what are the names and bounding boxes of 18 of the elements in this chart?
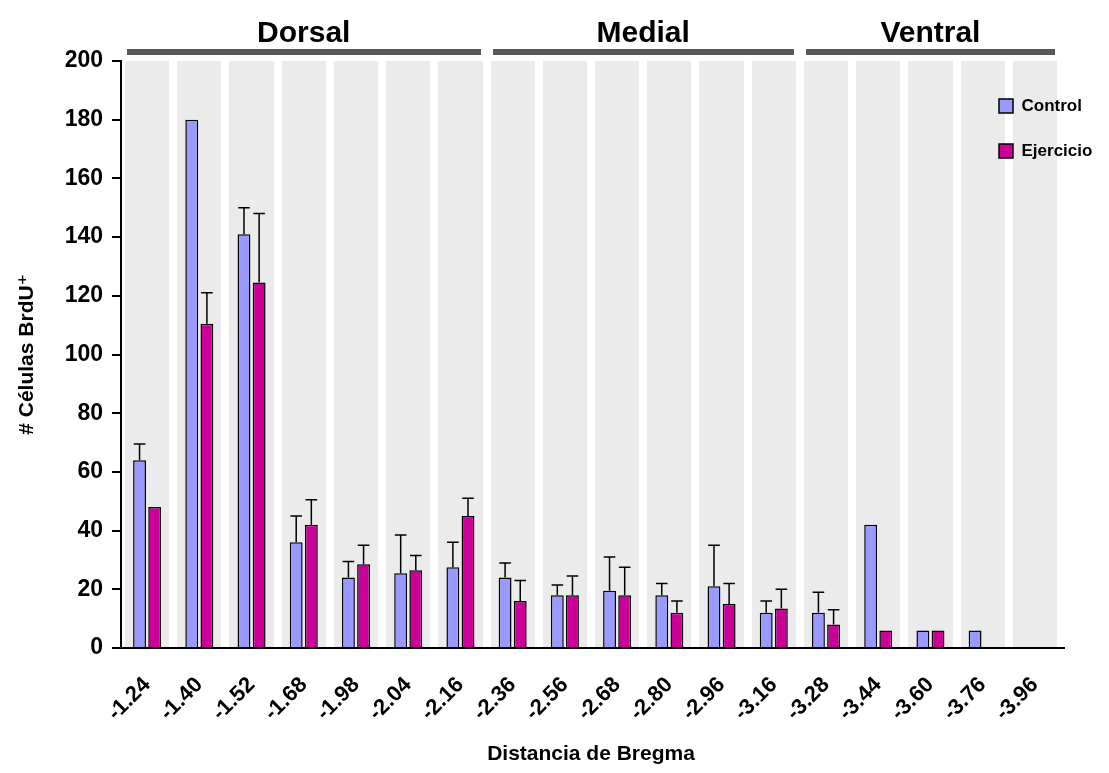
y-tick-label: 160 (64, 163, 103, 190)
text: Dorsal (257, 15, 351, 48)
y-tick-label: 140 (64, 222, 103, 249)
y-tick-label: 120 (64, 281, 103, 308)
y-tick-label: 100 (64, 339, 103, 366)
text: Medial (596, 15, 690, 48)
legend-label: Ejercicio (1021, 140, 1093, 160)
y-tick-label: 180 (64, 105, 103, 132)
legend-label: Control (1021, 95, 1082, 115)
y-tick-label: 200 (64, 46, 103, 73)
y-tick-label: 40 (77, 515, 103, 542)
y-tick-label: 20 (77, 574, 103, 601)
y-tick-label: 80 (77, 398, 103, 425)
y-tick-label: 0 (90, 633, 103, 660)
y-axis-title: # Células BrdU⁺ (14, 274, 38, 435)
y-tick-label: 60 (77, 457, 103, 484)
x-axis-title: Distancia de Bregma (487, 741, 696, 765)
text: Ventral (880, 15, 981, 48)
